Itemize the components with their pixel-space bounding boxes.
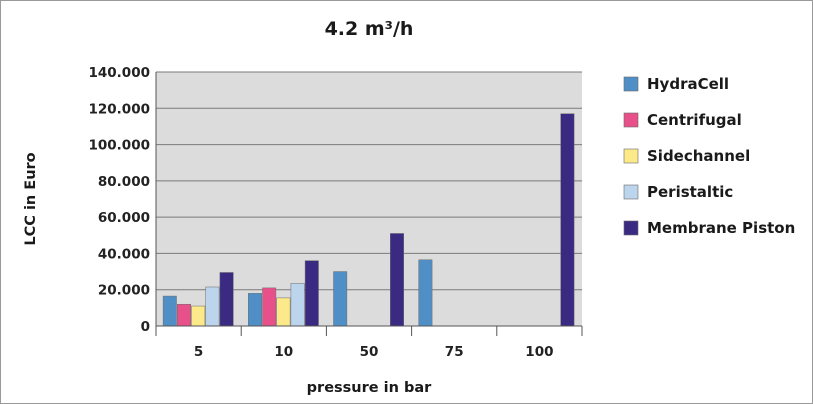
x-tick-label: 100 bbox=[525, 344, 553, 360]
bar-membrane-piston-100 bbox=[560, 113, 575, 327]
x-tick-label: 50 bbox=[360, 344, 379, 360]
bar-centrifugal-5 bbox=[177, 303, 191, 327]
x-axis-ticks: 5 10 50 75 100 bbox=[155, 326, 583, 360]
x-tick-label: 10 bbox=[274, 344, 293, 360]
bar-membrane-piston-50 bbox=[390, 233, 404, 327]
legend-label: Membrane Piston bbox=[647, 219, 795, 237]
legend: HydraCell Centrifugal Sidechannel Peristalt… bbox=[623, 75, 795, 237]
legend-label: HydraCell bbox=[647, 75, 729, 93]
y-tick-label: 60.000 bbox=[98, 210, 150, 226]
legend-swatch-peristaltic bbox=[623, 184, 639, 200]
y-tick-label: 120.000 bbox=[89, 101, 151, 117]
legend-swatch-hydracell bbox=[623, 76, 639, 92]
bar-centrifugal-10 bbox=[262, 287, 277, 327]
y-axis-title: LCC in Euro bbox=[23, 152, 39, 245]
bars bbox=[162, 113, 575, 327]
chart-title: 4.2 m³/h bbox=[325, 18, 414, 40]
legend-label: Sidechannel bbox=[647, 147, 750, 165]
legend-swatch-sidechannel bbox=[623, 148, 639, 164]
bar-membrane-piston-5 bbox=[219, 272, 234, 327]
y-tick-label: 100.000 bbox=[89, 138, 151, 154]
y-axis-ticks: 0 20.000 40.000 60.000 80.000 100.000 120.000 1… bbox=[89, 65, 151, 335]
y-tick-label: 80.000 bbox=[98, 174, 150, 190]
bar-hydracell-50 bbox=[333, 271, 348, 327]
y-tick-label: 0 bbox=[141, 319, 150, 335]
x-tick-label: 75 bbox=[445, 344, 464, 360]
bar-peristaltic-5 bbox=[205, 286, 220, 327]
y-tick-label: 140.000 bbox=[89, 65, 151, 81]
legend-swatch-membrane-piston bbox=[623, 220, 639, 236]
legend-label: Centrifugal bbox=[647, 111, 742, 129]
y-tick-label: 20.000 bbox=[98, 283, 150, 299]
y-tick-label: 40.000 bbox=[98, 246, 150, 262]
bar-membrane-piston-10 bbox=[304, 260, 319, 327]
legend-label: Peristaltic bbox=[647, 183, 733, 201]
bar-sidechannel-5 bbox=[191, 305, 206, 327]
x-tick-label: 5 bbox=[194, 344, 203, 360]
legend-swatch-centrifugal bbox=[623, 112, 639, 128]
bar-hydracell-75 bbox=[418, 259, 433, 327]
bar-peristaltic-10 bbox=[290, 283, 305, 327]
bar-hydracell-5 bbox=[162, 295, 177, 327]
bar-hydracell-10 bbox=[248, 293, 262, 327]
x-axis-title: pressure in bar bbox=[307, 380, 432, 396]
bar-sidechannel-10 bbox=[276, 297, 291, 327]
